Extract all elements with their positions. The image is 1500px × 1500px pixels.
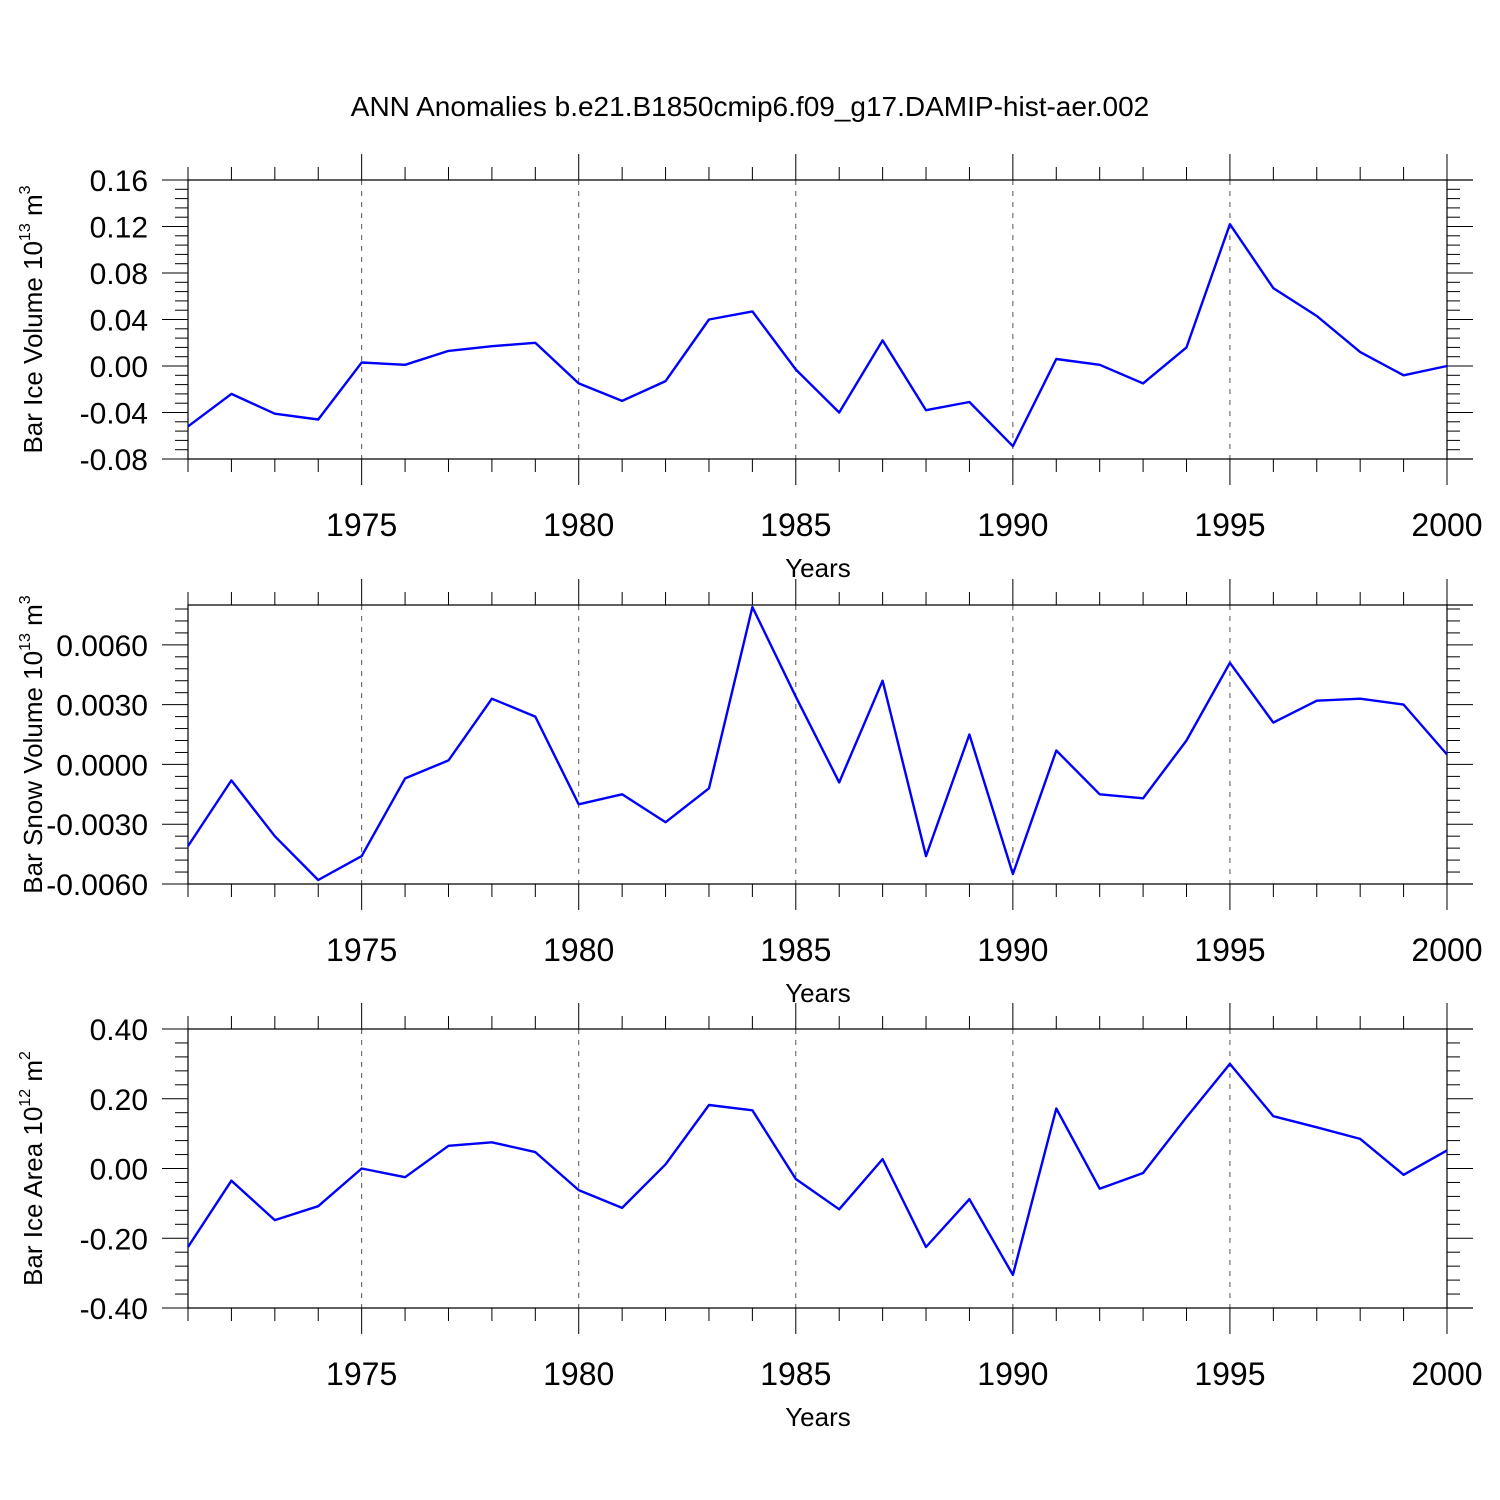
xtick-label: 2000 bbox=[1411, 932, 1482, 968]
xtick-label: 1990 bbox=[977, 507, 1048, 543]
ytick-label: -0.0060 bbox=[46, 869, 148, 902]
xtick-label: 1980 bbox=[543, 1356, 614, 1392]
ytick-label: -0.08 bbox=[80, 444, 148, 477]
panel-1: -0.08 -0.04 0.00 0.04 0.08 0.12 0.16 1975 1980 19… bbox=[17, 154, 1483, 583]
y-axis-label-superscript: 3 bbox=[17, 595, 34, 604]
chart-panels: -0.08 -0.04 0.00 0.04 0.08 0.12 0.16 1975 1980 19… bbox=[17, 154, 1483, 1432]
xtick-label: 1985 bbox=[760, 1356, 831, 1392]
x-axis-label: Years bbox=[785, 1402, 851, 1432]
xtick-label: 1985 bbox=[760, 507, 831, 543]
x-axis-label: Years bbox=[785, 553, 851, 583]
panel-3: -0.40 -0.20 0.00 0.20 0.40 1975 1980 1985 1990 19… bbox=[17, 1003, 1483, 1432]
series-line bbox=[187, 222, 1448, 448]
xtick-label: 1975 bbox=[326, 932, 397, 968]
ytick-label: 0.40 bbox=[90, 1014, 148, 1047]
ytick-label: 0.0030 bbox=[56, 690, 148, 723]
x-axis-label: Years bbox=[785, 978, 851, 1008]
y-axis-label-part: Bar Snow Volume 10 bbox=[18, 651, 48, 894]
ytick-label: -0.0030 bbox=[46, 809, 148, 842]
y-axis-label: Bar Snow Volume 1013 m3 bbox=[17, 595, 48, 894]
ytick-label: 0.00 bbox=[90, 1154, 148, 1187]
ytick-label: -0.40 bbox=[80, 1293, 148, 1326]
y-axis-label: Bar Ice Area 1012 m2 bbox=[17, 1051, 48, 1286]
xtick-label: 1990 bbox=[977, 1356, 1048, 1392]
ytick-label: 0.08 bbox=[90, 258, 148, 291]
xtick-label: 1985 bbox=[760, 932, 831, 968]
y-axis-label-part: m bbox=[18, 604, 48, 633]
xtick-label: 1995 bbox=[1194, 507, 1265, 543]
y-axis-label-superscript: 13 bbox=[17, 633, 34, 651]
y-axis-label-superscript: 2 bbox=[17, 1051, 34, 1060]
ytick-label: 0.04 bbox=[90, 305, 148, 338]
xtick-label: 1975 bbox=[326, 1356, 397, 1392]
ytick-label: 0.20 bbox=[90, 1084, 148, 1117]
ytick-label: 0.16 bbox=[90, 165, 148, 198]
xtick-label: 1975 bbox=[326, 507, 397, 543]
ytick-label: 0.12 bbox=[90, 212, 148, 245]
xtick-label: 1980 bbox=[543, 507, 614, 543]
series-line bbox=[186, 605, 1448, 882]
y-axis-label-part: Bar Ice Volume 10 bbox=[18, 241, 48, 453]
xtick-label: 2000 bbox=[1411, 507, 1482, 543]
ytick-label: 0.0000 bbox=[56, 749, 148, 782]
y-axis-label: Bar Ice Volume 1013 m3 bbox=[17, 185, 48, 453]
ytick-label: 0.00 bbox=[90, 351, 148, 384]
xtick-label: 2000 bbox=[1411, 1356, 1482, 1392]
y-axis-label-part: m bbox=[18, 194, 48, 223]
xtick-label: 1980 bbox=[543, 932, 614, 968]
ytick-label: -0.20 bbox=[80, 1223, 148, 1256]
y-axis-label-part: m bbox=[18, 1060, 48, 1089]
ytick-label: -0.04 bbox=[80, 398, 148, 431]
ytick-label: 0.0060 bbox=[56, 630, 148, 663]
panel-2: -0.0060 -0.0030 0.0000 0.0030 0.0060 1975 1980… bbox=[17, 579, 1483, 1008]
y-axis-label-superscript: 3 bbox=[17, 185, 34, 194]
y-axis-label-part: Bar Ice Area 10 bbox=[18, 1107, 48, 1286]
series-line bbox=[186, 1062, 1448, 1277]
chart-title: ANN Anomalies b.e21.B1850cmip6.f09_g17.D… bbox=[351, 91, 1149, 122]
y-axis-label-superscript: 13 bbox=[17, 223, 34, 241]
y-axis-label-superscript: 12 bbox=[17, 1089, 34, 1107]
xtick-label: 1995 bbox=[1194, 1356, 1265, 1392]
xtick-label: 1995 bbox=[1194, 932, 1265, 968]
xtick-label: 1990 bbox=[977, 932, 1048, 968]
